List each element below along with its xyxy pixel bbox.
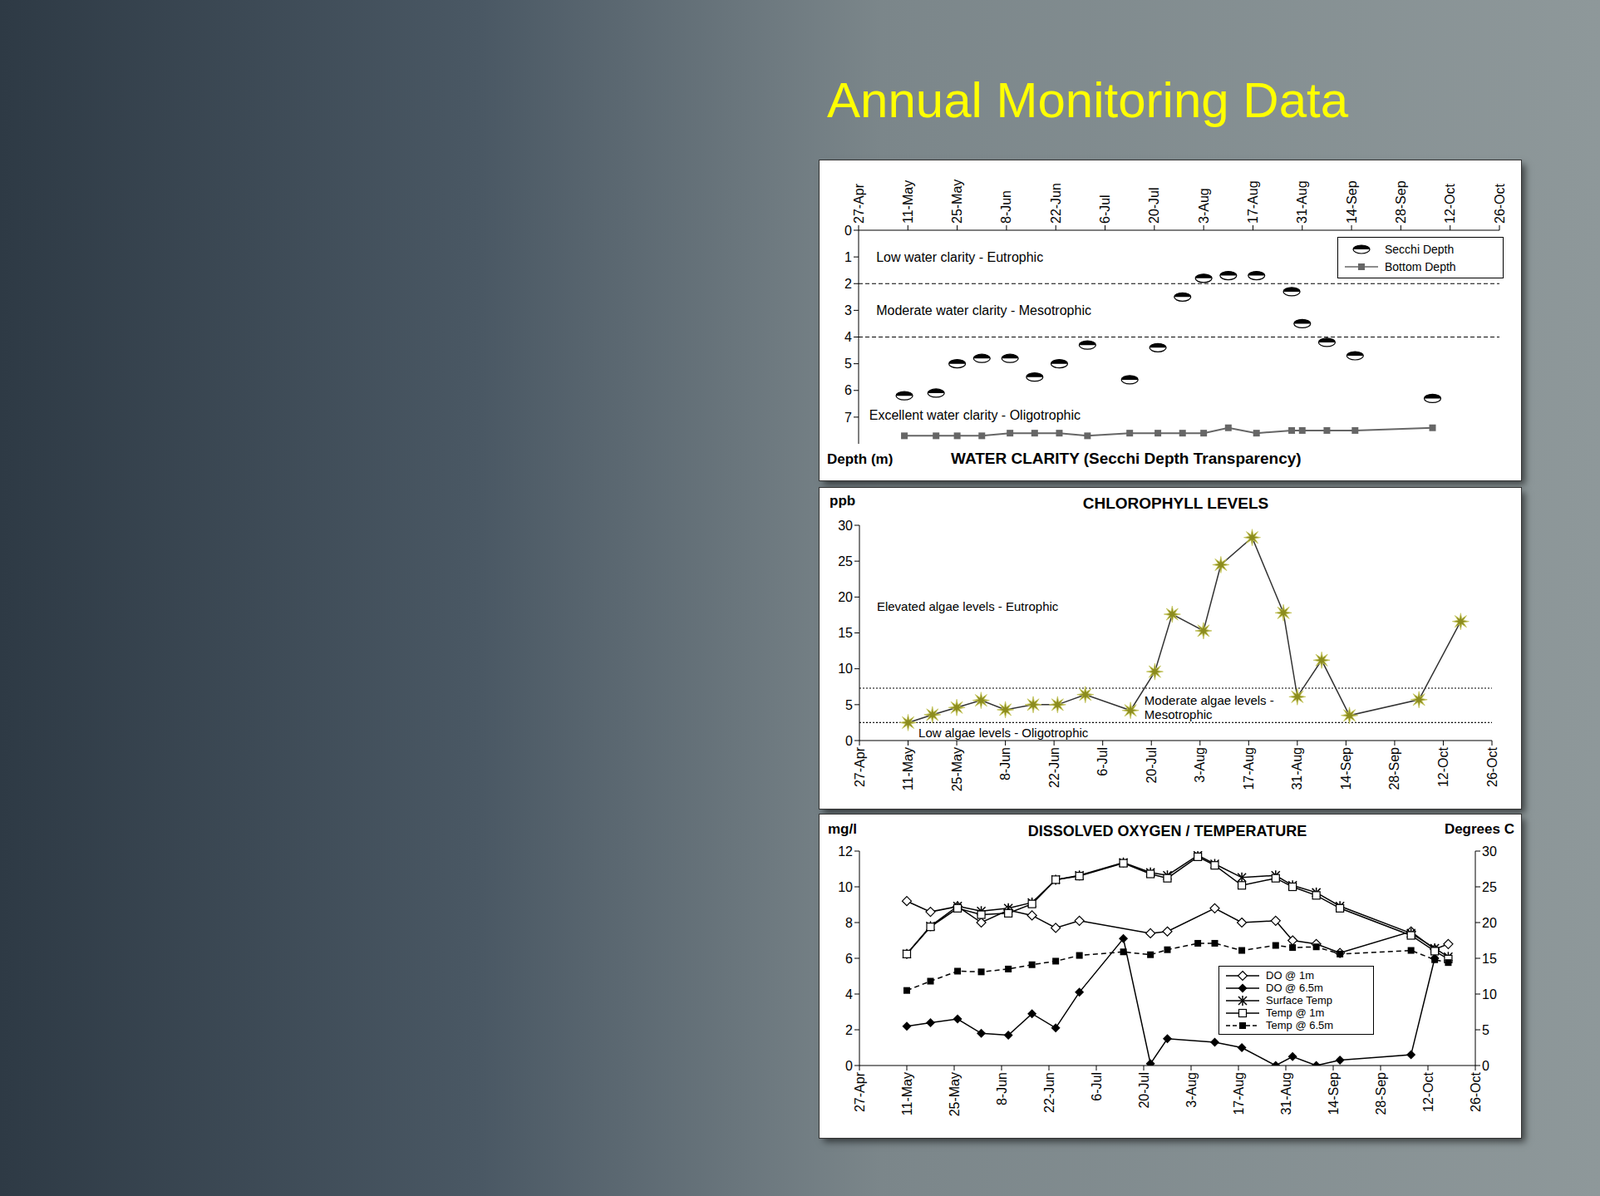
svg-text:15: 15 <box>1481 951 1497 966</box>
svg-text:2: 2 <box>844 276 852 291</box>
html-text:WATER CLARITY (Secchi Depth Tr: WATER CLARITY (Secchi Depth Transparency… <box>950 449 1302 468</box>
svg-text:27-Apr: 27-Apr <box>851 182 867 224</box>
svg-text:3-Aug: 3-Aug <box>1192 747 1207 783</box>
svg-text:25-May: 25-May <box>950 179 965 224</box>
svg-text:25-May: 25-May <box>947 1072 962 1117</box>
svg-text:25-May: 25-May <box>950 747 965 792</box>
html-text:DO @ 6.5m: DO @ 6.5m <box>1265 981 1324 995</box>
svg-text:22-Jun: 22-Jun <box>1048 182 1064 224</box>
svg-text:15: 15 <box>837 625 853 640</box>
svg-text:27-Apr: 27-Apr <box>852 746 867 788</box>
svg-text:30: 30 <box>1481 844 1497 859</box>
svg-text:30: 30 <box>837 518 853 533</box>
svg-text:Excellent water clarity - Olig: Excellent water clarity - Oligotrophic <box>869 407 1081 422</box>
html-text:Surface Temp: Surface Temp <box>1265 994 1333 1007</box>
svg-text:8: 8 <box>845 915 853 931</box>
svg-text:22-Jun: 22-Jun <box>1042 1072 1057 1113</box>
html-text:DO @ 1m: DO @ 1m <box>1265 969 1315 982</box>
svg-text:5: 5 <box>845 698 853 713</box>
svg-text:11-May: 11-May <box>900 747 916 791</box>
svg-text:5: 5 <box>1481 1023 1490 1038</box>
svg-text:14-Sep: 14-Sep <box>1344 180 1359 224</box>
svg-text:27-Apr: 27-Apr <box>852 1071 867 1113</box>
html-text:CHLOROPHYLL LEVELS: CHLOROPHYLL LEVELS <box>1082 494 1269 512</box>
svg-text:3: 3 <box>844 303 852 318</box>
html-text:mg/l: mg/l <box>827 821 857 837</box>
svg-text:25: 25 <box>837 554 853 569</box>
svg-text:26-Oct: 26-Oct <box>1492 182 1507 224</box>
svg-text:31-Aug: 31-Aug <box>1279 1072 1294 1116</box>
svg-text:8-Jun: 8-Jun <box>998 747 1013 781</box>
svg-text:0: 0 <box>844 223 852 238</box>
svg-text:14-Sep: 14-Sep <box>1339 747 1354 791</box>
svg-text:12-Oct: 12-Oct <box>1421 1071 1436 1113</box>
svg-text:20-Jul: 20-Jul <box>1147 187 1162 224</box>
svg-text:10: 10 <box>837 661 853 676</box>
svg-text:28-Sep: 28-Sep <box>1393 180 1408 224</box>
svg-text:6: 6 <box>844 383 852 398</box>
svg-text:31-Aug: 31-Aug <box>1289 747 1305 791</box>
svg-text:5: 5 <box>844 356 852 371</box>
svg-text:8-Jun: 8-Jun <box>994 1072 1010 1106</box>
svg-text:3-Aug: 3-Aug <box>1184 1072 1199 1108</box>
svg-text:6-Jul: 6-Jul <box>1095 747 1110 777</box>
svg-text:26-Oct: 26-Oct <box>1468 1071 1483 1113</box>
svg-text:8-Jun: 8-Jun <box>999 190 1014 224</box>
svg-text:17-Aug: 17-Aug <box>1241 747 1256 791</box>
svg-text:20: 20 <box>837 590 853 605</box>
svg-text:17-Aug: 17-Aug <box>1231 1072 1246 1116</box>
svg-text:14-Sep: 14-Sep <box>1326 1072 1341 1116</box>
svg-text:20: 20 <box>1481 915 1497 931</box>
svg-text:0: 0 <box>1481 1058 1490 1074</box>
svg-text:Elevated algae levels - Eutrop: Elevated algae levels - Eutrophic <box>876 598 1059 613</box>
html-text:ppb: ppb <box>829 492 856 509</box>
svg-text:6: 6 <box>845 951 853 966</box>
svg-text:28-Sep: 28-Sep <box>1373 1072 1389 1116</box>
svg-text:12-Oct: 12-Oct <box>1442 182 1458 224</box>
svg-text:4: 4 <box>844 329 852 345</box>
svg-text:0: 0 <box>845 733 853 749</box>
svg-text:11-May: 11-May <box>900 1072 915 1116</box>
svg-text:28-Sep: 28-Sep <box>1387 747 1402 791</box>
svg-text:10: 10 <box>1481 987 1497 1002</box>
html-text:Temp @ 1m: Temp @ 1m <box>1265 1006 1325 1020</box>
svg-text:6-Jul: 6-Jul <box>1097 194 1113 224</box>
svg-text:Low algae levels - Oligotrophi: Low algae levels - Oligotrophic <box>918 724 1089 739</box>
svg-text:25: 25 <box>1481 880 1497 895</box>
svg-text:Moderate algae levels -Mesotro: Moderate algae levels -Mesotrophic <box>1144 692 1275 721</box>
svg-text:20-Jul: 20-Jul <box>1137 1072 1152 1109</box>
html-text:DISSOLVED OXYGEN / TEMPERATURE: DISSOLVED OXYGEN / TEMPERATURE <box>1027 822 1307 840</box>
svg-text:1: 1 <box>844 250 852 265</box>
svg-text:12-Oct: 12-Oct <box>1436 746 1451 788</box>
html-text:Depth (m): Depth (m) <box>827 451 893 468</box>
svg-text:20-Jul: 20-Jul <box>1144 747 1159 784</box>
html-text:Degrees C: Degrees C <box>1444 821 1515 837</box>
html-text:Secchi Depth: Secchi Depth <box>1384 242 1454 256</box>
svg-text:10: 10 <box>837 880 853 895</box>
svg-text:0: 0 <box>845 1058 853 1074</box>
html-text:Bottom Depth: Bottom Depth <box>1384 259 1456 274</box>
svg-text:2: 2 <box>845 1023 853 1038</box>
svg-text:4: 4 <box>845 987 853 1002</box>
html-text:Temp @ 6.5m: Temp @ 6.5m <box>1265 1019 1334 1032</box>
svg-text:3-Aug: 3-Aug <box>1196 187 1212 224</box>
svg-text:22-Jun: 22-Jun <box>1047 747 1062 788</box>
svg-text:Low water clarity - Eutrophic: Low water clarity - Eutrophic <box>876 250 1044 265</box>
svg-text:11-May: 11-May <box>900 180 916 224</box>
html-text:Annual Monitoring Data: Annual Monitoring Data <box>827 72 1349 128</box>
svg-text:26-Oct: 26-Oct <box>1485 746 1500 788</box>
svg-text:31-Aug: 31-Aug <box>1294 180 1310 224</box>
svg-text:7: 7 <box>844 410 852 425</box>
svg-text:12: 12 <box>837 844 853 859</box>
svg-text:Moderate water clarity - Mesot: Moderate water clarity - Mesotrophic <box>876 303 1092 318</box>
svg-text:17-Aug: 17-Aug <box>1245 180 1261 224</box>
svg-text:6-Jul: 6-Jul <box>1089 1072 1104 1102</box>
